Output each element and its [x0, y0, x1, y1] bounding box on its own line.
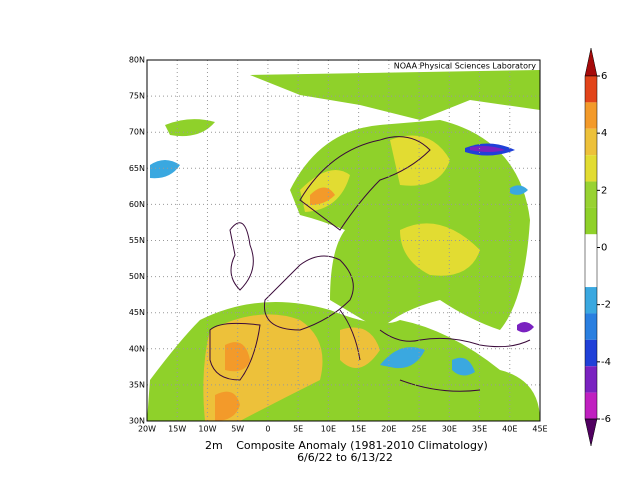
colorbar-segment: [585, 155, 597, 182]
lon-label: 20E: [381, 425, 396, 434]
lat-label: 75N: [129, 92, 145, 101]
lat-label: 60N: [129, 200, 145, 209]
lon-label: 10E: [321, 425, 336, 434]
credit: NOAA Physical Sciences Laboratory: [394, 62, 537, 71]
colorbar-segment: [585, 339, 597, 367]
coastline: [209, 136, 531, 392]
colorbar-arrow: [584, 47, 598, 77]
lon-label: 20W: [138, 425, 156, 434]
lon-label: 15W: [168, 425, 186, 434]
anomaly-region: [510, 185, 528, 195]
caption-dates: 6/6/22 to 6/13/22: [297, 451, 393, 464]
lon-label: 30E: [442, 425, 457, 434]
colorbar-segment: [585, 392, 597, 419]
anomaly-region: [250, 70, 540, 120]
colorbar-segment: [585, 313, 597, 340]
colorbar-label: -2: [601, 300, 611, 311]
lat-label: 70N: [129, 128, 145, 137]
map-frame: [146, 59, 541, 422]
anomaly-region: [310, 187, 335, 205]
lat-label: 55N: [129, 236, 145, 245]
anomaly-region: [452, 357, 475, 376]
caption-title: Composite Anomaly (1981-2010 Climatology…: [236, 439, 488, 452]
colorbar-segment: [585, 366, 597, 393]
lon-label: 25E: [411, 425, 426, 434]
lon-label: 5W: [231, 425, 244, 434]
lat-label: 50N: [129, 272, 145, 281]
colorbar-label: 6: [601, 71, 607, 82]
lon-label: 35E: [472, 425, 487, 434]
lat-label: 45N: [129, 308, 145, 317]
colorbar-segment: [585, 76, 597, 103]
lat-label: 80N: [129, 56, 145, 65]
colorbar-label: -4: [601, 357, 611, 368]
colorbar-segment: [585, 287, 597, 314]
lon-label: 5E: [293, 425, 303, 434]
colorbar-segment: [585, 181, 597, 208]
caption-variable: 2m: [205, 439, 223, 452]
anomaly-region: [215, 391, 240, 421]
lon-label: 15E: [351, 425, 366, 434]
anomaly-region: [517, 321, 534, 333]
anomaly-region: [400, 223, 480, 276]
colorbar-segment: [585, 102, 597, 129]
lat-label: 40N: [129, 344, 145, 353]
lon-label: 45E: [532, 425, 547, 434]
lon-label: 40E: [502, 425, 517, 434]
anomaly-region: [390, 135, 450, 186]
colorbar-segment: [585, 207, 597, 235]
lat-label: 65N: [129, 164, 145, 173]
lat-label: 35N: [129, 380, 145, 389]
anomaly-region: [380, 347, 425, 369]
lon-label: 10W: [198, 425, 216, 434]
colorbar-label: 4: [601, 128, 607, 139]
map-area: NOAA Physical Sciences Laboratory: [146, 59, 541, 422]
colorbar-segment: [585, 234, 597, 261]
colorbar-label: -6: [601, 414, 611, 425]
lon-label: 0: [265, 425, 270, 434]
lat-label: 30N: [129, 417, 145, 426]
colorbar-label: 0: [601, 243, 607, 254]
colorbar-segment: [585, 260, 597, 288]
colorbar-segment: [585, 128, 597, 156]
anomaly-region: [340, 327, 380, 368]
colorbar-label: 2: [601, 185, 607, 196]
anomaly-region: [290, 120, 530, 330]
anomaly-region: [150, 160, 180, 179]
anomaly-region: [165, 119, 215, 137]
colorbar-arrow: [584, 418, 598, 447]
colorbar: 6 4 2 0 -2 -4 -6: [584, 47, 611, 447]
anomaly-region: [470, 146, 505, 152]
